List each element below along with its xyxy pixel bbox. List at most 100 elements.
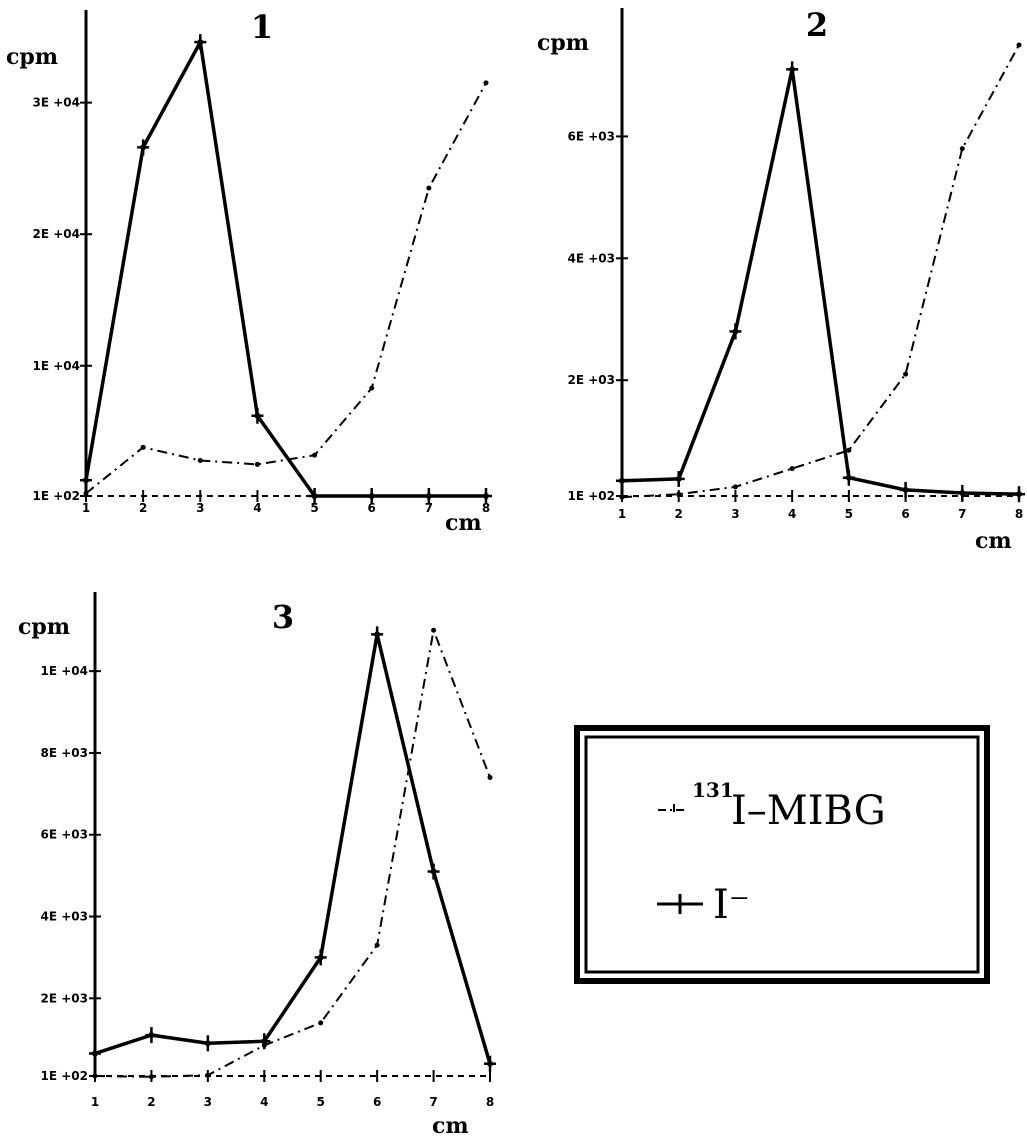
iodide-point (786, 61, 799, 78)
y-tick-label: 2E +03 (41, 991, 88, 1005)
iodide-line (94, 632, 492, 1065)
mibg-point (92, 1073, 98, 1079)
iodide-point (201, 1035, 214, 1052)
mibg-point (148, 1074, 154, 1080)
x-tick-label: 4 (788, 507, 796, 521)
x-axis-label: cm (445, 510, 482, 536)
iodide-point (371, 626, 384, 643)
iodide-point (145, 1027, 158, 1044)
y-axis-label: cpm (18, 614, 70, 640)
mibg-line (85, 82, 487, 495)
iodide-point (308, 488, 321, 504)
y-tick-label: 3E +04 (33, 96, 80, 110)
x-tick-label: 5 (317, 1095, 325, 1109)
x-tick-label: 4 (260, 1095, 268, 1109)
iodide-point (251, 407, 264, 424)
mibg-point (369, 385, 375, 391)
x-tick-label: 3 (196, 501, 204, 515)
iodide-point (672, 470, 685, 487)
plot-title: 1 (251, 8, 273, 46)
series-iodide (80, 34, 492, 504)
mibg-point (431, 627, 437, 633)
iodide-point (427, 863, 440, 880)
x-tick-label: 4 (253, 501, 261, 515)
series-mibg (619, 42, 1022, 500)
iodide-point (616, 472, 628, 489)
plot-3: 3 cpm cm 1E +02 2E +03 4E +03 6E +03 8E +03 1E +… (18, 592, 496, 1137)
iodide-point (422, 488, 435, 504)
x-tick-label: 2 (139, 501, 147, 515)
iodide-point (80, 472, 92, 489)
legend-mibg-superscript: 131 (692, 778, 734, 802)
mibg-point (732, 484, 738, 490)
iodide-line (84, 40, 486, 498)
iodide-point (956, 484, 969, 501)
iodide-point (365, 488, 378, 504)
plot-1: 1 cpm cm 1E +02 1E +04 2E +04 3E +04 1 2 3 4 5 6 7 8 (6, 8, 492, 536)
x-tick-label: 3 (204, 1095, 212, 1109)
x-tick-label: 6 (373, 1095, 381, 1109)
legend-mibg-label: I–MIBG (731, 788, 886, 834)
x-tick-label: 1 (91, 1095, 99, 1109)
iodide-line (621, 67, 1020, 496)
legend: 131 I–MIBG I⁻ (574, 725, 990, 984)
mibg-point (83, 490, 89, 496)
iodide-point (314, 949, 327, 966)
y-tick-label: 6E +03 (41, 828, 88, 842)
y-tick-label: 2E +04 (33, 227, 80, 241)
mibg-point (959, 146, 965, 152)
x-tick-label: 1 (618, 507, 626, 521)
mibg-point (789, 466, 795, 472)
mibg-point (619, 494, 625, 500)
series-iodide (89, 626, 496, 1072)
y-tick-label: 1E +04 (33, 359, 80, 373)
x-tick-label: 8 (482, 501, 490, 515)
x-tick-label: 3 (731, 507, 739, 521)
y-axis-label: cpm (537, 30, 589, 56)
iodide-point (194, 34, 207, 51)
iodide-point (899, 481, 912, 498)
legend-border-inner (584, 735, 980, 974)
iodide-point (842, 469, 855, 486)
mibg-point (676, 491, 682, 497)
mibg-point (426, 185, 432, 191)
series-iodide (616, 61, 1025, 503)
x-tick-label: 8 (1015, 507, 1023, 521)
plot-title: 2 (806, 6, 828, 44)
iodide-point (729, 323, 742, 340)
x-tick-label: 5 (845, 507, 853, 521)
mibg-point (254, 461, 260, 467)
y-tick-label: 4E +03 (41, 910, 88, 924)
legend-border-outer (574, 725, 990, 984)
x-axis-label: cm (975, 528, 1012, 554)
plot-title: 3 (272, 598, 294, 636)
y-tick-label: 6E +03 (568, 129, 615, 143)
y-tick-label: 4E +03 (568, 251, 615, 265)
mibg-line (94, 629, 491, 1078)
x-tick-label: 8 (486, 1095, 494, 1109)
mibg-point (846, 447, 852, 453)
x-tick-label: 6 (368, 501, 376, 515)
x-tick-label: 7 (425, 501, 433, 515)
series-mibg (83, 80, 489, 496)
mibg-line (621, 44, 1020, 499)
iodide-point (1013, 486, 1025, 503)
x-tick-label: 2 (147, 1095, 155, 1109)
mibg-point (318, 1020, 324, 1026)
iodide-point (480, 488, 492, 504)
y-tick-label: 1E +04 (41, 664, 88, 678)
mibg-point (312, 452, 318, 458)
mibg-point (197, 457, 203, 463)
x-tick-label: 7 (958, 507, 966, 521)
mibg-point (903, 371, 909, 377)
mibg-point (1016, 42, 1022, 48)
mibg-point (261, 1042, 267, 1048)
series-mibg (92, 627, 493, 1080)
mibg-point (483, 80, 489, 86)
iodide-point (484, 1055, 496, 1072)
x-tick-label: 6 (901, 507, 909, 521)
y-tick-label: 1E +02 (41, 1069, 88, 1083)
y-tick-label: 2E +03 (568, 373, 615, 387)
x-tick-label: 1 (82, 501, 90, 515)
